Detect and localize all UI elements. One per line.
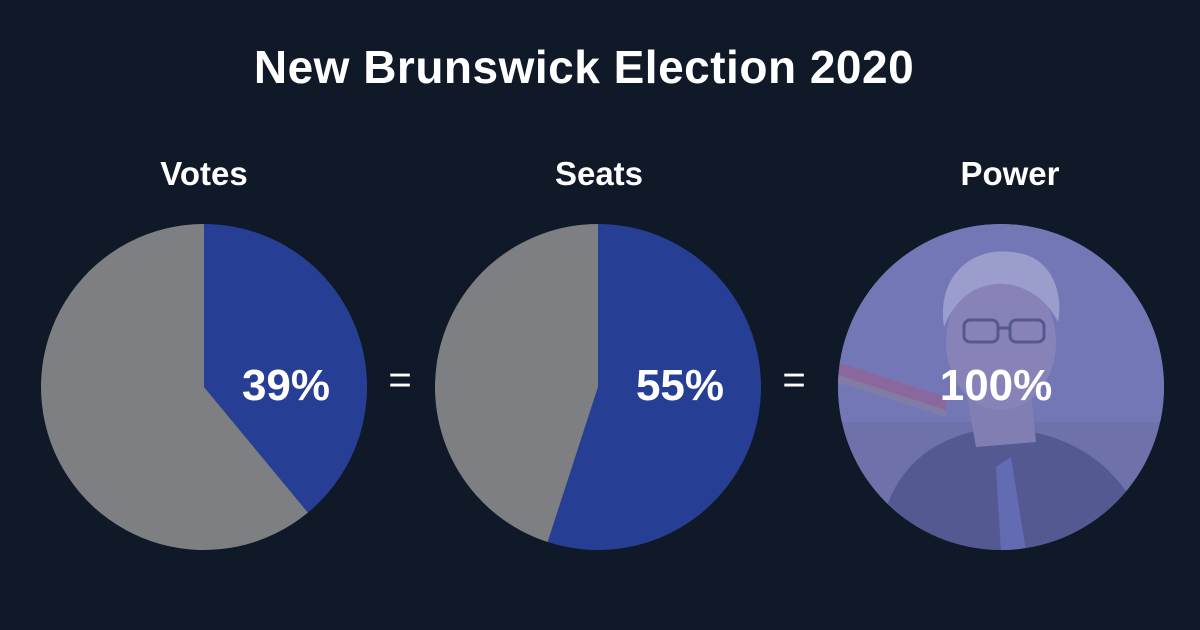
power-photo xyxy=(838,224,1164,550)
seats-pie-slice-0 xyxy=(547,224,761,550)
power-pie-chart: 100% xyxy=(838,224,1164,550)
seats-chart-title: Seats xyxy=(554,155,644,192)
seats-pie-chart: 55% xyxy=(435,224,761,550)
seats-pie-slice-1 xyxy=(435,224,598,543)
votes-pie-slice-1 xyxy=(41,224,308,550)
power-data-label: 100% xyxy=(940,361,1053,410)
power-chart-title: Power xyxy=(960,155,1060,192)
seats-data-label: 55% xyxy=(636,361,724,410)
votes-chart-title: Votes xyxy=(160,155,248,192)
equals-sign: = xyxy=(388,358,412,402)
votes-pie-slice-0 xyxy=(204,224,367,513)
votes-pie-chart: 39% xyxy=(41,224,367,550)
votes-data-label: 39% xyxy=(242,361,330,410)
page-title: New Brunswick Election 2020 xyxy=(253,41,915,93)
equals-sign: = xyxy=(782,358,806,402)
